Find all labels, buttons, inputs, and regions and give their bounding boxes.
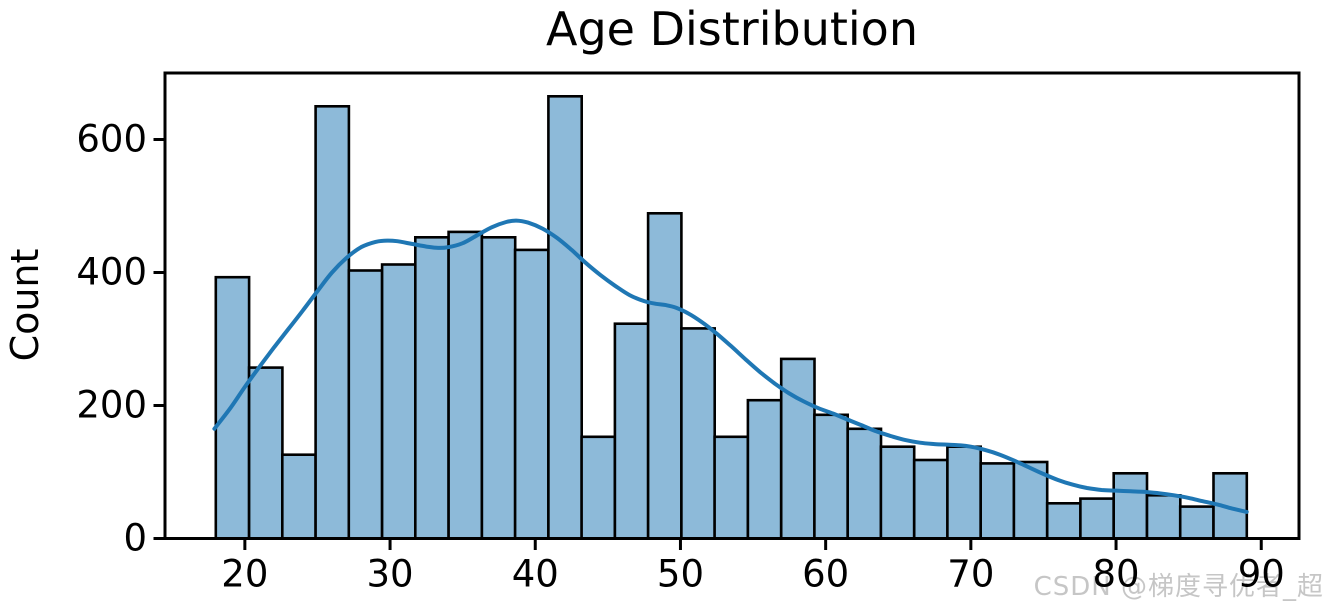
histogram-bar-29 bbox=[1178, 505, 1215, 540]
histogram-bar-21 bbox=[912, 458, 949, 540]
histogram-bar-25 bbox=[1045, 501, 1082, 540]
histogram-bar-19 bbox=[846, 427, 883, 540]
x-tick-label: 20 bbox=[221, 553, 268, 596]
y-tick-label: 600 bbox=[76, 118, 147, 161]
histogram-bar-8 bbox=[480, 236, 517, 540]
watermark: CSDN @梯度寻优者_超 bbox=[1033, 572, 1324, 602]
histogram-bar-27 bbox=[1112, 471, 1149, 540]
histogram-bar-26 bbox=[1079, 497, 1116, 540]
histogram-bar-6 bbox=[413, 236, 450, 540]
histogram-bar-17 bbox=[779, 357, 816, 540]
histogram-bar-9 bbox=[513, 248, 550, 540]
histogram-bar-23 bbox=[979, 462, 1016, 540]
histogram-bar-1 bbox=[247, 366, 284, 540]
histogram-bar-20 bbox=[879, 445, 916, 540]
chart-title: Age Distribution bbox=[546, 2, 918, 56]
x-tick-label: 50 bbox=[657, 553, 704, 596]
histogram-bar-15 bbox=[713, 435, 750, 540]
y-tick-label: 200 bbox=[76, 384, 147, 427]
x-tick-label: 90 bbox=[1238, 553, 1285, 596]
x-tick-label: 60 bbox=[802, 553, 849, 596]
histogram-bar-28 bbox=[1145, 493, 1182, 540]
histogram-bar-14 bbox=[680, 327, 717, 540]
histogram-bar-4 bbox=[347, 269, 384, 540]
y-tick-label: 400 bbox=[76, 251, 147, 294]
histogram-bar-12 bbox=[613, 322, 650, 540]
histogram-bar-10 bbox=[547, 95, 584, 540]
plot-border bbox=[163, 71, 1301, 540]
x-tick-label: 30 bbox=[367, 553, 414, 596]
y-tick-label: 0 bbox=[123, 517, 147, 560]
x-tick-label: 80 bbox=[1093, 553, 1140, 596]
histogram-bar-22 bbox=[946, 445, 983, 540]
histogram-bar-18 bbox=[813, 413, 850, 540]
histogram-bar-16 bbox=[746, 398, 783, 540]
histogram-bar-5 bbox=[380, 263, 417, 540]
x-tick-label: 40 bbox=[512, 553, 559, 596]
kde-curve bbox=[212, 218, 1249, 514]
histogram-bar-13 bbox=[646, 212, 683, 540]
histogram-bar-3 bbox=[314, 105, 351, 540]
histogram-bar-2 bbox=[280, 453, 317, 540]
histogram-bar-11 bbox=[580, 435, 617, 540]
x-tick-label: 70 bbox=[947, 553, 994, 596]
histogram-bar-7 bbox=[447, 230, 484, 540]
